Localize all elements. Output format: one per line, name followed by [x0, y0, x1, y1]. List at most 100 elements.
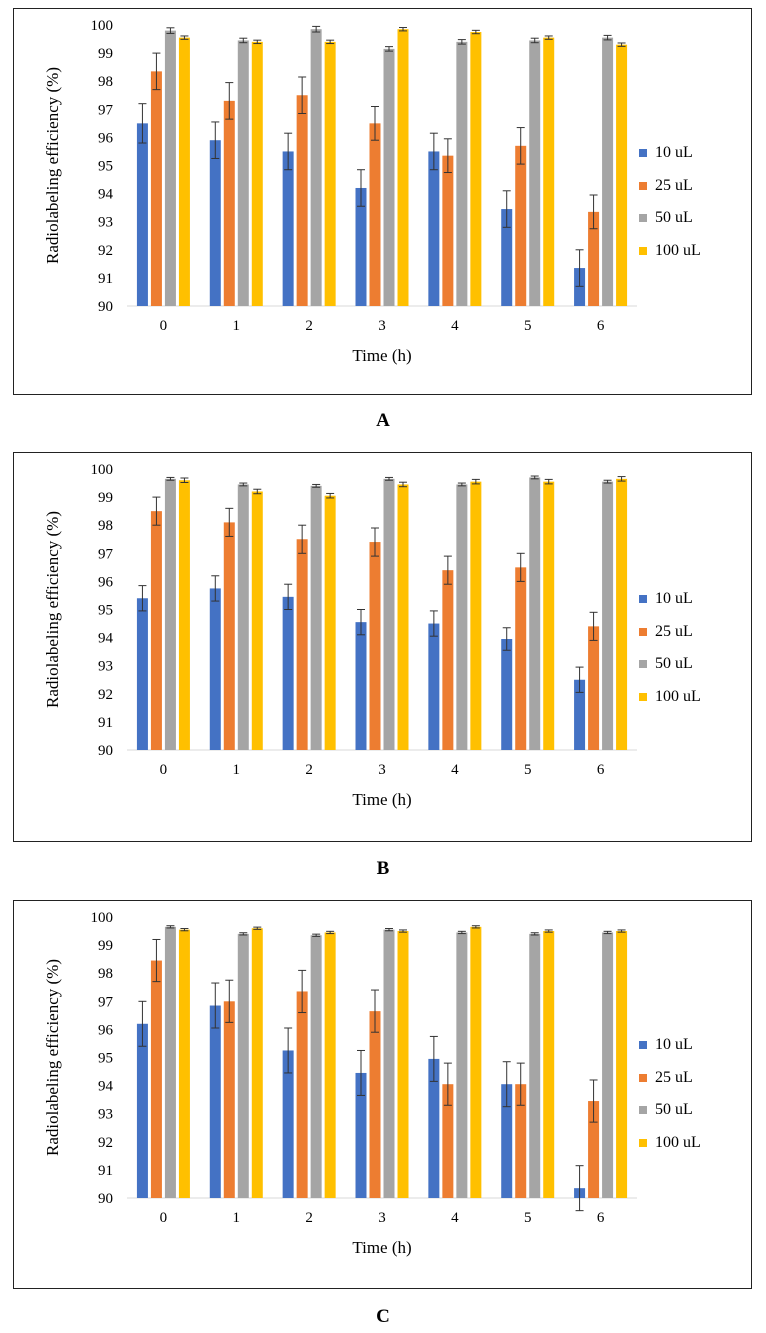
bar — [470, 926, 482, 1198]
x-tick-label: 6 — [597, 318, 605, 334]
y-tick-label: 90 — [98, 743, 113, 759]
panel-label-c: C — [376, 1306, 390, 1327]
bar — [136, 598, 148, 750]
x-tick-label: 6 — [597, 762, 605, 778]
x-tick-label: 1 — [233, 762, 241, 778]
bar — [616, 44, 628, 307]
y-axis-title: Radiolabeling efficiency (%) — [43, 67, 62, 264]
bar — [397, 484, 409, 750]
y-tick-label: 94 — [98, 1079, 114, 1095]
y-axis-title: Radiolabeling efficiency (%) — [43, 959, 62, 1156]
bar — [574, 268, 586, 306]
legend-swatch — [639, 181, 647, 190]
y-tick-label: 90 — [98, 1191, 113, 1207]
bar — [223, 1001, 235, 1198]
y-tick-label: 96 — [98, 1022, 114, 1038]
bar — [543, 481, 555, 750]
bar — [602, 481, 614, 750]
x-tick-label: 4 — [451, 1210, 459, 1226]
bar — [501, 1084, 513, 1198]
chart-panel-b: 90 91 92 93 94 95 96 97 98 99 100 0 1 2 3 4 5 6 Time (h) Ra… — [13, 452, 752, 842]
bar — [442, 570, 454, 750]
legend-swatch — [639, 1138, 647, 1147]
legend-swatch — [639, 149, 647, 158]
y-tick-label: 91 — [98, 271, 113, 287]
legend-a: 10 uL 25 uL 50 uL 100 uL — [639, 137, 701, 267]
chart-svg-b: 90 91 92 93 94 95 96 97 98 99 100 0 1 2 3 4 5 6 Time (h) Ra… — [43, 462, 637, 809]
x-tick-label: 3 — [378, 762, 386, 778]
bar — [310, 485, 322, 750]
legend-swatch — [639, 595, 647, 604]
bar — [296, 95, 308, 306]
bar — [355, 1072, 367, 1198]
bar — [428, 151, 440, 306]
legend-item-100ul: 100 uL — [639, 235, 701, 268]
bar — [164, 478, 176, 750]
panel-label-a: A — [376, 410, 390, 431]
y-tick-label: 100 — [91, 462, 114, 478]
bar — [456, 932, 468, 1198]
bar — [616, 931, 628, 1198]
bar — [164, 926, 176, 1198]
bar — [602, 37, 614, 307]
x-tick-label: 4 — [451, 762, 459, 778]
x-axis-title: Time (h) — [352, 790, 411, 809]
y-tick-label: 93 — [98, 659, 113, 675]
bar — [310, 935, 322, 1198]
legend-swatch — [639, 660, 647, 669]
legend-c: 10 uL 25 uL 50 uL 100 uL — [639, 1029, 701, 1159]
chart-svg-c: 90 91 92 93 94 95 96 97 98 99 100 0 1 2 3 4 5 6 Time (h) Ra… — [43, 910, 637, 1257]
chart-svg-a: 90 91 92 93 94 95 96 97 98 99 100 0 1 2 3 4 5 6 Time (h) Ra… — [43, 18, 637, 365]
bar — [369, 542, 381, 750]
bar — [136, 1023, 148, 1198]
bar — [428, 623, 440, 750]
legend-swatch — [639, 246, 647, 255]
bar — [237, 484, 249, 750]
bar — [515, 567, 527, 750]
bar — [529, 933, 541, 1198]
bar — [383, 478, 395, 750]
x-tick-label: 1 — [233, 1210, 241, 1226]
bar — [515, 1084, 527, 1198]
legend-item-25ul: 25 uL — [639, 616, 701, 649]
bar — [501, 639, 513, 750]
x-tick-label: 0 — [160, 762, 168, 778]
legend-item-50ul: 50 uL — [639, 202, 701, 235]
y-tick-label: 92 — [98, 1135, 113, 1151]
bar — [470, 32, 482, 307]
y-tick-label: 92 — [98, 687, 113, 703]
y-tick-label: 96 — [98, 130, 114, 146]
y-tick-label: 95 — [98, 1051, 113, 1067]
y-tick-label: 100 — [91, 910, 114, 926]
x-tick-label: 0 — [160, 318, 168, 334]
bar — [178, 480, 190, 750]
x-axis-title: Time (h) — [352, 1238, 411, 1257]
y-tick-label: 97 — [98, 102, 114, 118]
y-tick-label: 94 — [98, 187, 114, 203]
bar — [456, 41, 468, 307]
y-tick-label: 92 — [98, 243, 113, 259]
bar — [150, 511, 162, 750]
bar — [324, 41, 336, 307]
bar — [588, 626, 600, 750]
y-tick-label: 95 — [98, 159, 113, 175]
bar — [442, 1084, 454, 1198]
bar — [369, 1011, 381, 1198]
y-tick-label: 93 — [98, 1107, 113, 1123]
legend-swatch — [639, 214, 647, 223]
y-tick-label: 98 — [98, 74, 113, 90]
bar — [355, 187, 367, 306]
y-tick-label: 91 — [98, 715, 113, 731]
y-tick-label: 99 — [98, 938, 113, 954]
bar — [150, 71, 162, 306]
y-tick-label: 98 — [98, 518, 113, 534]
bar — [223, 522, 235, 750]
x-tick-label: 2 — [305, 318, 313, 334]
y-tick-label: 97 — [98, 546, 114, 562]
bar — [515, 145, 527, 306]
bar — [237, 40, 249, 306]
legend-item-25ul: 25 uL — [639, 1062, 701, 1095]
legend-item-25ul: 25 uL — [639, 170, 701, 203]
bar — [296, 539, 308, 750]
bar — [209, 588, 221, 750]
